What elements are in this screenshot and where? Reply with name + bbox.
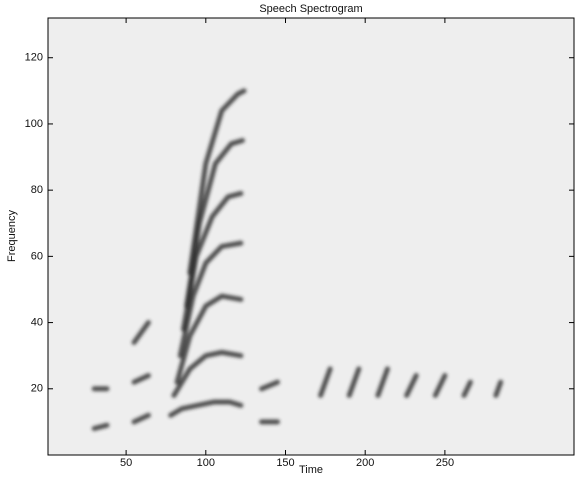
formant-track [168,399,244,418]
y-tick-label: 40 [31,316,43,328]
chart-title: Speech Spectrogram [259,3,362,15]
formant-track [131,320,151,345]
formant-track [187,88,247,276]
formant-track [177,240,244,359]
x-tick-label: 100 [197,457,215,469]
y-tick-label: 20 [31,383,43,395]
y-tick-label: 100 [25,118,43,130]
formant-track [432,373,448,398]
formant-track [131,412,151,425]
formant-track [404,373,419,398]
y-axis-label: Frequency [6,210,18,262]
formant-track [375,366,391,398]
x-tick-label: 200 [356,457,374,469]
spectrogram-marks [91,88,504,432]
formant-track [259,379,281,392]
plot-frame [47,17,575,456]
x-axis-label: Time [299,464,323,476]
y-tick-label: 120 [25,52,43,64]
y-tick-label: 80 [31,184,43,196]
x-tick-label: 50 [120,457,132,469]
formant-track [346,366,362,398]
x-tick-label: 150 [276,457,294,469]
formant-track [131,373,151,385]
y-tick-label: 60 [31,250,43,262]
formant-track [318,366,333,398]
formant-track [461,379,473,398]
plot-area [48,18,574,455]
formant-track [174,293,244,385]
x-tick-label: 250 [436,457,454,469]
formant-track [493,379,504,398]
formant-track [91,422,110,432]
formant-track [171,349,244,398]
